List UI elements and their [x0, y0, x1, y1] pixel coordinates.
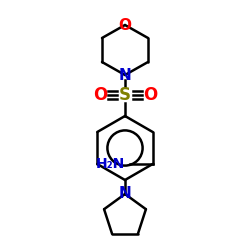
Text: S: S [119, 86, 131, 104]
Text: O: O [118, 18, 132, 32]
Text: H₂N: H₂N [96, 157, 125, 171]
Text: O: O [143, 86, 157, 104]
Text: N: N [119, 68, 132, 82]
Text: O: O [93, 86, 107, 104]
Text: N: N [119, 186, 132, 202]
